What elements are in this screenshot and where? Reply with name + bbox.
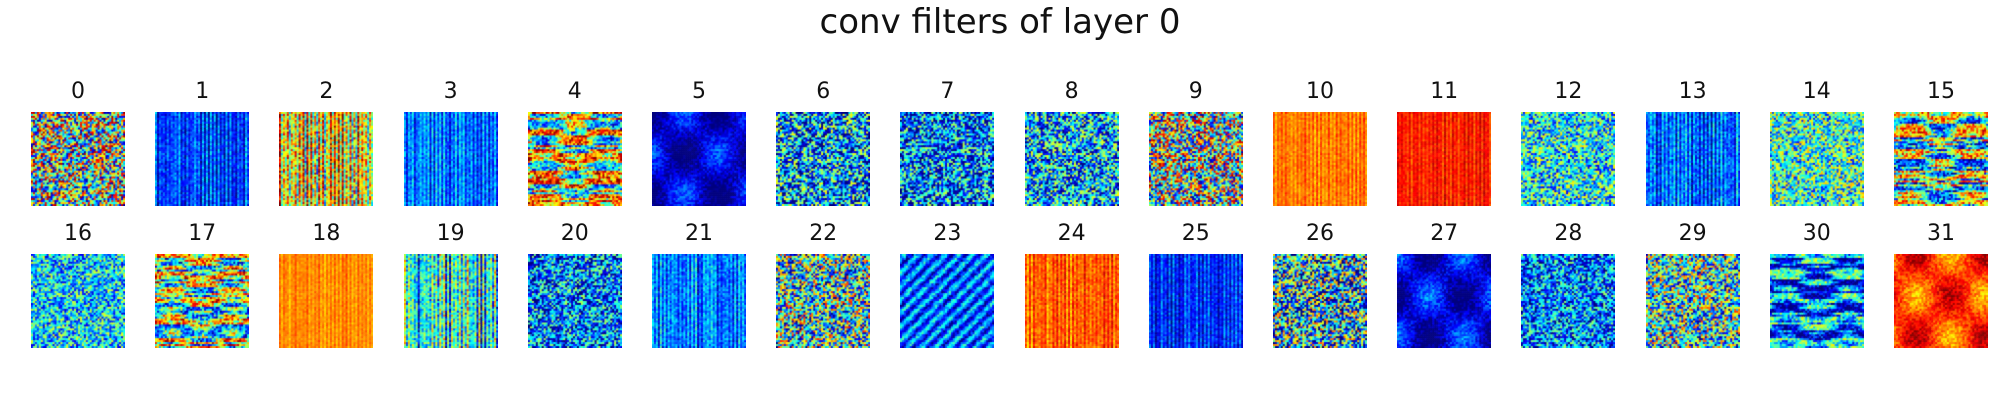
filter-panel-0: 0: [31, 78, 125, 206]
filter-label: 0: [71, 79, 85, 104]
filter-panel-14: 14: [1769, 78, 1864, 206]
filter-image: [527, 254, 622, 348]
filter-panel-16: 16: [31, 220, 125, 348]
filter-image: [31, 112, 125, 206]
filter-label: 25: [1181, 221, 1210, 246]
filter-panel-30: 30: [1769, 220, 1864, 348]
filter-image: [1273, 112, 1367, 206]
filter-panel-13: 13: [1645, 78, 1740, 206]
filter-image: [1273, 254, 1367, 348]
filter-panel-3: 3: [403, 78, 498, 206]
filter-image: [1521, 112, 1616, 206]
filter-panel-24: 24: [1024, 220, 1119, 348]
filter-image: [155, 254, 250, 348]
filter-label: 22: [809, 221, 838, 246]
filter-image: [900, 112, 995, 206]
filter-label: 4: [567, 79, 582, 104]
filter-image: [403, 112, 498, 206]
filter-image: [1521, 254, 1616, 348]
filter-panel-26: 26: [1273, 220, 1367, 348]
filter-image: [652, 112, 746, 206]
filter-panel-8: 8: [1024, 78, 1119, 206]
filter-panel-7: 7: [900, 78, 995, 206]
filter-image: [1769, 112, 1864, 206]
filter-panel-17: 17: [155, 220, 250, 348]
filter-panel-4: 4: [527, 78, 622, 206]
filter-label: 19: [436, 221, 465, 246]
filter-label: 2: [319, 79, 334, 104]
filter-panel-9: 9: [1148, 78, 1243, 206]
filter-panel-15: 15: [1894, 78, 1988, 206]
filter-label: 13: [1678, 79, 1707, 104]
filter-label: 12: [1554, 79, 1583, 104]
filter-label: 16: [64, 221, 92, 246]
filter-panel-25: 25: [1148, 220, 1243, 348]
filter-panel-27: 27: [1397, 220, 1492, 348]
filter-label: 6: [816, 79, 831, 104]
filter-image: [776, 254, 871, 348]
filter-label: 1: [195, 79, 210, 104]
filter-image: [31, 254, 125, 348]
filter-panel-18: 18: [279, 220, 374, 348]
filter-image: [1397, 112, 1492, 206]
filter-panel-2: 2: [279, 78, 374, 206]
filter-label: 7: [940, 79, 955, 104]
filter-label: 21: [685, 221, 713, 246]
figure-title: conv filters of layer 0: [819, 2, 1181, 42]
filter-image: [776, 112, 871, 206]
filter-label: 9: [1188, 79, 1203, 104]
filter-label: 30: [1802, 221, 1831, 246]
filter-panel-21: 21: [652, 220, 746, 348]
filter-image: [1769, 254, 1864, 348]
filter-label: 18: [312, 221, 341, 246]
filter-panel-31: 31: [1894, 220, 1988, 348]
filter-image: [1894, 112, 1988, 206]
filter-panel-12: 12: [1521, 78, 1616, 206]
filter-image: [279, 112, 374, 206]
filter-panel-6: 6: [776, 78, 871, 206]
filter-panel-10: 10: [1273, 78, 1367, 206]
filter-image: [155, 112, 250, 206]
filter-label: 27: [1430, 221, 1459, 246]
filter-label: 29: [1678, 221, 1707, 246]
filter-label: 23: [933, 221, 962, 246]
filter-label: 11: [1430, 79, 1459, 104]
filter-panel-19: 19: [403, 220, 498, 348]
filter-label: 15: [1927, 79, 1955, 104]
filter-panel-20: 20: [527, 220, 622, 348]
filter-label: 24: [1057, 221, 1086, 246]
filter-image: [527, 112, 622, 206]
filter-panel-22: 22: [776, 220, 871, 348]
filter-panel-5: 5: [652, 78, 746, 206]
filter-image: [1894, 254, 1988, 348]
filter-image: [900, 254, 995, 348]
filter-image: [1397, 254, 1492, 348]
filter-label: 28: [1554, 221, 1583, 246]
filter-panel-29: 29: [1645, 220, 1740, 348]
filter-image: [403, 254, 498, 348]
filter-panel-11: 11: [1397, 78, 1492, 206]
filter-label: 3: [443, 79, 458, 104]
filter-label: 20: [560, 221, 589, 246]
filter-image: [279, 254, 374, 348]
filter-image: [1024, 112, 1119, 206]
filter-image: [1645, 112, 1740, 206]
filter-label: 5: [692, 79, 706, 104]
filter-label: 8: [1064, 79, 1079, 104]
filter-image: [1148, 112, 1243, 206]
filter-image: [1645, 254, 1740, 348]
filter-label: 26: [1306, 221, 1334, 246]
filter-panel-28: 28: [1521, 220, 1616, 348]
filter-image: [1148, 254, 1243, 348]
filter-label: 31: [1927, 221, 1955, 246]
filter-image: [1024, 254, 1119, 348]
filter-label: 14: [1802, 79, 1831, 104]
filter-image: [652, 254, 746, 348]
filter-panel-23: 23: [900, 220, 995, 348]
filter-label: 10: [1306, 79, 1334, 104]
filter-panel-1: 1: [155, 78, 250, 206]
filter-label: 17: [188, 221, 217, 246]
